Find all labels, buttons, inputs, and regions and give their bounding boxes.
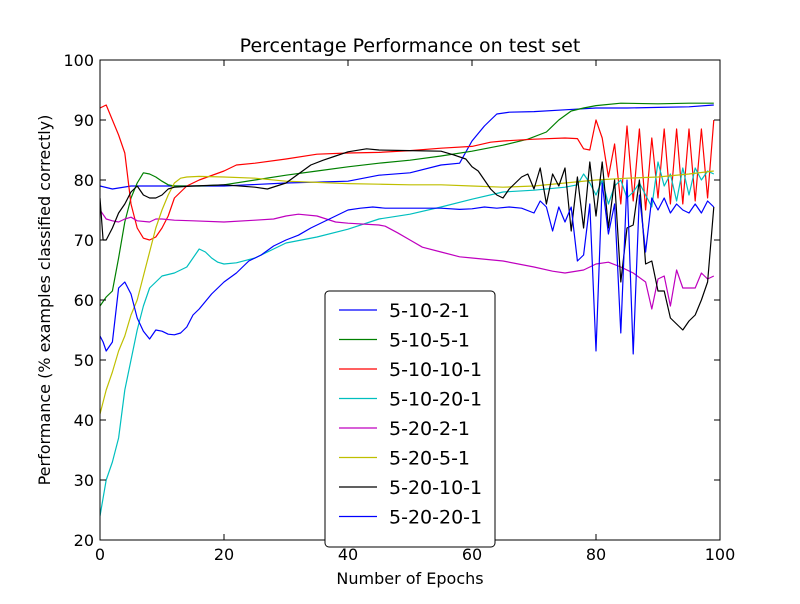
- y-tick-label: 90: [74, 111, 94, 130]
- y-axis: 20 30 40 50 60 70 80 90 100: [63, 51, 720, 550]
- x-tick-label: 100: [705, 545, 736, 564]
- series-line-5-20-2-1: [100, 209, 715, 310]
- y-axis-label: Performance (% examples classified corre…: [35, 115, 54, 486]
- y-tick-label: 70: [74, 231, 94, 250]
- y-tick-label: 80: [74, 171, 94, 190]
- y-tick-label: 20: [74, 531, 94, 550]
- legend-label: 5-20-5-1: [389, 448, 470, 470]
- x-tick-label: 40: [338, 545, 358, 564]
- legend-label: 5-10-5-1: [389, 330, 470, 352]
- legend-frame: [324, 290, 496, 548]
- legend-label: 5-10-10-1: [389, 359, 482, 381]
- y-tick-label: 40: [74, 411, 94, 430]
- y-tick-label: 100: [63, 51, 94, 70]
- x-tick-label: 80: [586, 545, 606, 564]
- chart-title: Percentage Performance on test set: [240, 35, 581, 57]
- x-axis-label: Number of Epochs: [336, 569, 483, 588]
- legend-label: 5-20-20-1: [389, 507, 482, 529]
- legend-label: 5-20-2-1: [389, 418, 470, 440]
- y-tick-label: 60: [74, 291, 94, 310]
- legend: 5-10-2-1 5-10-5-1 5-10-10-1 5-10-20-1 5-20-2…: [324, 290, 496, 548]
- legend-label: 5-20-10-1: [389, 477, 482, 499]
- series-line-5-20-5-1: [100, 170, 714, 415]
- y-tick-label: 30: [74, 471, 94, 490]
- series-line-5-20-20-1: [100, 179, 715, 355]
- series-line-5-10-5-1: [100, 102, 714, 307]
- series-layer: [100, 102, 715, 517]
- series-line-5-10-20-1: [100, 161, 715, 517]
- x-tick-label: 0: [95, 545, 105, 564]
- legend-label: 5-10-2-1: [389, 300, 470, 322]
- x-tick-label: 20: [214, 545, 234, 564]
- legend-label: 5-10-20-1: [389, 389, 482, 411]
- x-tick-label: 60: [462, 545, 482, 564]
- y-tick-label: 50: [74, 351, 94, 370]
